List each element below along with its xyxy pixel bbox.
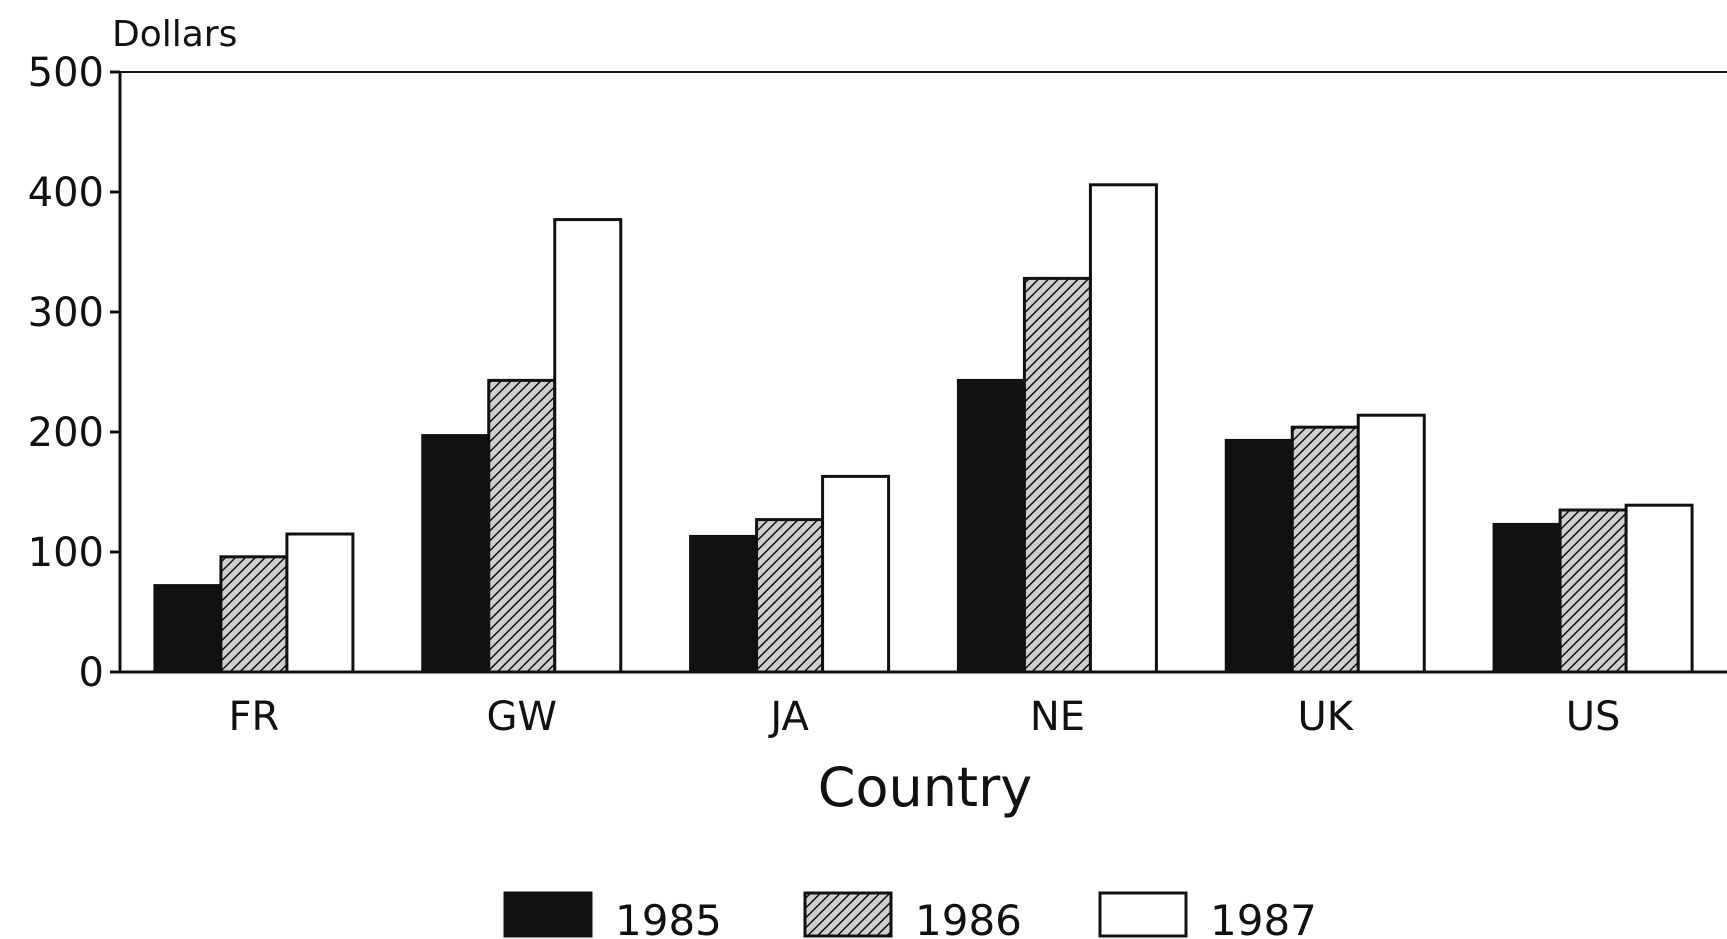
bar-US-1987 bbox=[1626, 505, 1692, 672]
x-axis-label: Country bbox=[818, 756, 1033, 819]
legend-swatch-1986 bbox=[805, 893, 891, 936]
x-tick-label: NE bbox=[1030, 694, 1085, 740]
bar-US-1985 bbox=[1494, 524, 1560, 672]
y-axis-label: Dollars bbox=[112, 14, 237, 55]
bar-JA-1985 bbox=[691, 536, 757, 672]
bar-FR-1987 bbox=[287, 534, 353, 672]
y-tick-label: 0 bbox=[79, 650, 104, 696]
y-tick-label: 200 bbox=[28, 410, 104, 456]
y-tick-label: 100 bbox=[28, 530, 104, 576]
bar-GW-1987 bbox=[555, 220, 621, 672]
legend-label: 1985 bbox=[615, 896, 722, 939]
bar-NE-1987 bbox=[1090, 185, 1156, 672]
x-tick-label: GW bbox=[486, 694, 557, 740]
bars: FR GW JA NE UK US bbox=[155, 185, 1692, 740]
legend-swatch-1985 bbox=[505, 893, 591, 936]
y-tick-label: 500 bbox=[28, 50, 104, 96]
bar-GW-1985 bbox=[423, 436, 489, 672]
bar-UK-1986 bbox=[1292, 427, 1358, 672]
y-tick-label: 300 bbox=[28, 290, 104, 336]
legend: 1985 1986 1987 bbox=[505, 893, 1317, 939]
bar-UK-1985 bbox=[1226, 440, 1292, 672]
x-tick-label: FR bbox=[229, 694, 280, 740]
legend-swatch-1987 bbox=[1100, 893, 1186, 936]
bar-JA-1987 bbox=[823, 476, 889, 672]
bar-JA-1986 bbox=[757, 520, 823, 672]
bar-US-1986 bbox=[1560, 510, 1626, 672]
bar-FR-1986 bbox=[221, 557, 287, 672]
y-tick-label: 400 bbox=[28, 170, 104, 216]
bar-NE-1985 bbox=[958, 380, 1024, 672]
x-tick-label: US bbox=[1566, 694, 1621, 740]
legend-label: 1987 bbox=[1210, 896, 1317, 939]
x-tick-label: JA bbox=[767, 694, 809, 740]
x-tick-label: UK bbox=[1297, 694, 1354, 740]
bar-GW-1986 bbox=[489, 380, 555, 672]
legend-label: 1986 bbox=[915, 896, 1022, 939]
bar-UK-1987 bbox=[1358, 415, 1424, 672]
bar-FR-1985 bbox=[155, 586, 221, 672]
bar-NE-1986 bbox=[1024, 278, 1090, 672]
